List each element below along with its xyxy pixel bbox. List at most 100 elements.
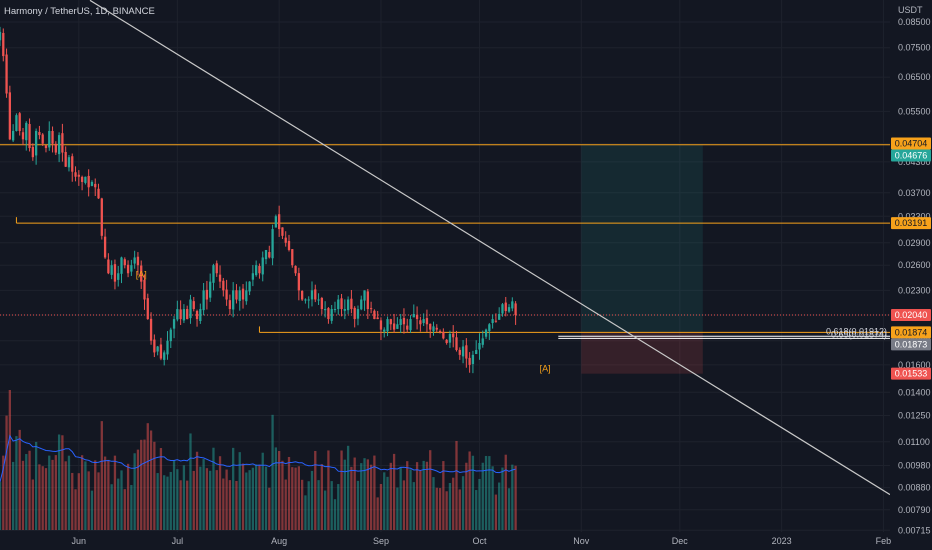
candle-body bbox=[399, 319, 402, 325]
volume-bar bbox=[212, 447, 215, 530]
volume-bar bbox=[107, 459, 110, 530]
candle-body bbox=[488, 324, 491, 332]
candle-body bbox=[192, 301, 195, 310]
candle-body bbox=[307, 299, 310, 301]
volume-bar bbox=[415, 462, 419, 530]
volume-bar bbox=[179, 480, 182, 530]
price-tag-label: 0.04676 bbox=[895, 150, 928, 160]
volume-bar bbox=[448, 483, 452, 530]
volume-bar bbox=[90, 490, 94, 530]
horizontal-levels[interactable]: 0.618(0.01912)0.65(0.01874) bbox=[0, 144, 890, 340]
volume-bar bbox=[287, 456, 291, 530]
volume-bar bbox=[261, 452, 264, 530]
time-axis[interactable]: Jun Jul Aug Sep Oct Nov Dec 2023 Feb bbox=[72, 536, 892, 546]
candle-body bbox=[5, 54, 8, 94]
volume-bar bbox=[126, 463, 130, 530]
volume-bar bbox=[376, 497, 379, 530]
long-position-tool[interactable] bbox=[581, 144, 703, 374]
volume-bar bbox=[136, 449, 140, 530]
time-tick-label: Sep bbox=[373, 536, 389, 546]
price-axis-background[interactable] bbox=[890, 0, 932, 550]
candle-body bbox=[146, 298, 149, 320]
price-tick-label: 0.01250 bbox=[898, 411, 931, 421]
candle-body bbox=[264, 249, 268, 260]
candle-body bbox=[84, 176, 87, 183]
time-tick-label: Jul bbox=[172, 536, 184, 546]
candle-body bbox=[212, 265, 215, 283]
price-axis[interactable]: 0.085000.075000.065000.055000.047000.043… bbox=[898, 17, 931, 535]
candle-body bbox=[0, 31, 2, 41]
candles bbox=[0, 26, 517, 374]
volume-bar bbox=[442, 461, 445, 530]
volume-bar bbox=[340, 450, 343, 530]
volume-bar bbox=[363, 458, 366, 530]
time-tick-label: Feb bbox=[876, 536, 892, 546]
price-tick-label: 0.05500 bbox=[898, 106, 931, 116]
volume-bar bbox=[232, 447, 235, 530]
candle-body bbox=[166, 340, 169, 355]
candle-body bbox=[48, 130, 51, 148]
candle-body bbox=[366, 291, 369, 310]
volume-bar bbox=[97, 472, 100, 530]
price-tick-label: 0.02300 bbox=[898, 285, 931, 295]
volume-bar bbox=[488, 456, 491, 530]
candle-body bbox=[363, 290, 366, 301]
volume-bar bbox=[228, 480, 232, 530]
volume-bar bbox=[468, 451, 471, 530]
volume-bar bbox=[31, 479, 34, 530]
volume-bar bbox=[356, 480, 360, 530]
trendline[interactable] bbox=[89, 0, 891, 496]
price-tick-label: 0.03300 bbox=[898, 211, 931, 221]
price-tag-box bbox=[891, 326, 931, 339]
price-tick-label: 0.03700 bbox=[898, 188, 931, 198]
candle-body bbox=[278, 214, 281, 230]
volume-bar bbox=[153, 441, 156, 530]
volume-bar bbox=[314, 450, 317, 530]
candle-body bbox=[507, 307, 511, 312]
volume-bar bbox=[133, 453, 136, 530]
volume-bar bbox=[455, 440, 458, 530]
candle-body bbox=[294, 265, 297, 274]
volume-bar bbox=[399, 466, 402, 530]
volume-bar bbox=[412, 482, 415, 530]
candle-body bbox=[41, 134, 44, 144]
candle-body bbox=[333, 309, 337, 311]
candle-body bbox=[186, 309, 189, 320]
price-tag-box bbox=[891, 367, 931, 380]
volume-bar bbox=[481, 462, 484, 530]
price-tick-label: 0.00980 bbox=[898, 461, 931, 471]
descending-trendline[interactable] bbox=[89, 0, 891, 496]
volume-bar bbox=[87, 471, 90, 530]
position-target-zone[interactable] bbox=[581, 144, 703, 333]
volume-bar bbox=[317, 480, 320, 530]
volume-bar bbox=[146, 423, 149, 530]
annotations: [A] [A] bbox=[136, 269, 551, 373]
volume-bar bbox=[471, 455, 475, 530]
volume-bar bbox=[71, 472, 74, 530]
volume-bar bbox=[268, 487, 271, 530]
volume-bar bbox=[498, 482, 501, 530]
time-tick-label: Jun bbox=[72, 536, 87, 546]
volume-bar bbox=[67, 455, 71, 530]
candle-body bbox=[126, 264, 130, 274]
candle-body bbox=[448, 333, 452, 343]
price-tag-label: 0.02040 bbox=[895, 310, 928, 320]
volume-bar bbox=[120, 470, 123, 530]
candle-body bbox=[386, 319, 389, 332]
price-tick-label: 0.06500 bbox=[898, 72, 931, 82]
candle-body bbox=[373, 310, 376, 320]
candle-body bbox=[153, 339, 156, 353]
volume-bar bbox=[379, 484, 383, 530]
price-tick-label: 0.07500 bbox=[898, 43, 931, 53]
volume-bar bbox=[192, 470, 195, 530]
candle-body bbox=[25, 122, 28, 141]
candle-body bbox=[475, 350, 478, 355]
candle-body bbox=[61, 133, 64, 153]
candle-body bbox=[494, 320, 498, 322]
volume-bar bbox=[435, 487, 438, 530]
volume-bar bbox=[438, 488, 442, 530]
candle-body bbox=[504, 302, 507, 312]
candle-body bbox=[396, 324, 399, 329]
candle-body bbox=[238, 290, 241, 301]
